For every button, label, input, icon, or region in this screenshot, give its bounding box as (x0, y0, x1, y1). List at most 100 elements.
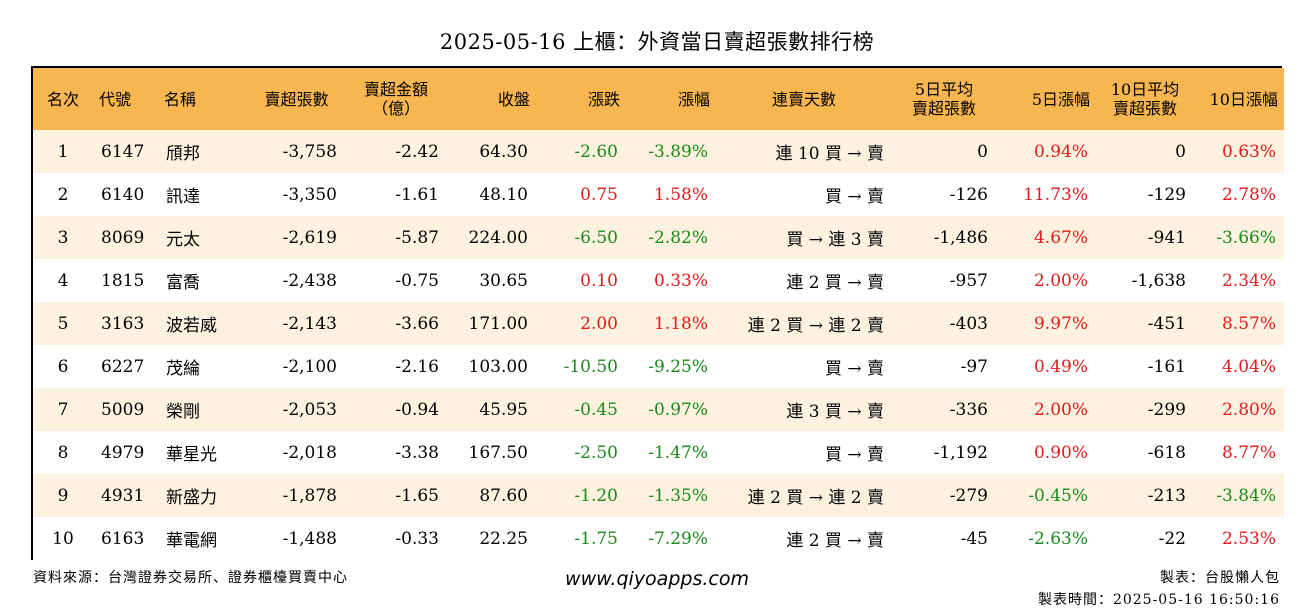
cell-code: 8069 (101, 227, 145, 248)
cell-5d-change: -2.63% (1028, 528, 1088, 549)
cell-10d-avg-sell: -129 (1147, 184, 1186, 205)
cell-code: 6147 (101, 141, 145, 162)
cell-close: 167.50 (468, 442, 528, 463)
cell-rank: 8 (57, 442, 69, 463)
header-col-net-sell-lots: 賣超張數 (264, 89, 329, 109)
cell-name: 華星光 (166, 445, 217, 465)
cell-change: -1.75 (574, 528, 618, 549)
cell-close: 64.30 (479, 141, 528, 162)
cell-net-sell-lots: -2,100 (282, 356, 337, 377)
cell-10d-avg-sell: -213 (1147, 485, 1186, 506)
cell-change: 2.00 (580, 313, 618, 334)
cell-code: 1815 (101, 270, 145, 291)
cell-10d-change: -3.84% (1216, 485, 1276, 506)
cell-change: -0.45 (574, 399, 618, 420)
cell-sell-streak: 買 → 賣 (824, 187, 884, 207)
cell-net-sell-lots: -3,350 (282, 184, 337, 205)
cell-5d-change: -0.45% (1028, 485, 1088, 506)
cell-net-sell-lots: -2,619 (282, 227, 337, 248)
cell-10d-avg-sell: 0 (1175, 141, 1186, 162)
cell-10d-change: -3.66% (1216, 227, 1276, 248)
cell-sell-streak: 買 → 賣 (824, 359, 884, 379)
header-col-sell-streak: 連賣天數 (771, 89, 836, 109)
cell-change: 0.75 (580, 184, 618, 205)
cell-change: 0.10 (580, 270, 618, 291)
table-row: 3 8069 元太 -2,619 -5.87 224.00 -6.50 -2.82% 買 → 連… (33, 216, 1284, 259)
cell-change-pct: -0.97% (648, 399, 708, 420)
header-col-5d-avg-sell: 5日平均 賣超張數 (911, 80, 976, 118)
cell-10d-change: 2.80% (1221, 399, 1276, 420)
cell-net-sell-amount: -0.33 (395, 528, 439, 549)
cell-change-pct: 0.33% (653, 270, 708, 291)
cell-close: 171.00 (468, 313, 528, 334)
cell-10d-change: 0.63% (1221, 141, 1276, 162)
header-col-change: 漲跌 (587, 89, 620, 109)
cell-net-sell-amount: -0.75 (395, 270, 439, 291)
header-col-10d-avg-sell: 10日平均 賣超張數 (1110, 80, 1180, 118)
header-col-rank: 名次 (46, 89, 79, 109)
cell-net-sell-amount: -2.16 (395, 356, 439, 377)
cell-name: 榮剛 (166, 402, 200, 422)
cell-change: -6.50 (574, 227, 618, 248)
cell-code: 3163 (101, 313, 145, 334)
cell-sell-streak: 連 2 買 → 連 2 賣 (747, 488, 884, 508)
cell-10d-avg-sell: -618 (1147, 442, 1186, 463)
cell-name: 元太 (166, 230, 200, 250)
cell-5d-change: 0.90% (1033, 442, 1088, 463)
cell-change: -2.60 (574, 141, 618, 162)
cell-name: 華電網 (166, 531, 217, 551)
cell-rank: 5 (57, 313, 69, 334)
table-row: 1 6147 頎邦 -3,758 -2.42 64.30 -2.60 -3.89% 連 10 買… (33, 130, 1284, 173)
cell-10d-change: 2.78% (1221, 184, 1276, 205)
cell-rank: 9 (57, 485, 69, 506)
cell-change-pct: -9.25% (648, 356, 708, 377)
cell-5d-change: 0.94% (1033, 141, 1088, 162)
cell-10d-avg-sell: -941 (1147, 227, 1186, 248)
header-col-net-sell-amount: 賣超金額 （億） (363, 80, 428, 118)
cell-sell-streak: 連 2 買 → 賣 (786, 531, 884, 551)
cell-code: 6163 (101, 528, 145, 549)
cell-5d-avg-sell: -1,192 (933, 442, 988, 463)
ranking-table-container: 名次 代號 名稱 賣超張數 賣超金額 （億） 收盤 漲跌 漲幅 連賣天數 5日平均 賣超張數 5日漲… (31, 66, 1284, 560)
cell-change-pct: -2.82% (648, 227, 708, 248)
cell-10d-avg-sell: -299 (1147, 399, 1186, 420)
cell-rank: 4 (57, 270, 69, 291)
header-col-10d-change: 10日漲幅 (1209, 89, 1278, 109)
cell-5d-avg-sell: -1,486 (933, 227, 988, 248)
table-row: 4 1815 富喬 -2,438 -0.75 30.65 0.10 0.33% 連 2 買 → … (33, 259, 1284, 302)
cell-name: 頎邦 (166, 144, 200, 164)
cell-10d-avg-sell: -1,638 (1131, 270, 1186, 291)
cell-code: 4979 (101, 442, 145, 463)
cell-10d-avg-sell: -451 (1147, 313, 1186, 334)
cell-sell-streak: 連 2 買 → 連 2 賣 (747, 316, 884, 336)
cell-10d-change: 8.57% (1221, 313, 1276, 334)
cell-change: -10.50 (563, 356, 618, 377)
cell-5d-avg-sell: -97 (960, 356, 988, 377)
cell-10d-change: 2.53% (1221, 528, 1276, 549)
website-link[interactable]: www.qiyoapps.com (565, 568, 749, 590)
header-col-change-pct: 漲幅 (677, 89, 710, 109)
cell-10d-avg-sell: -22 (1158, 528, 1186, 549)
data-source: 資料來源：台灣證券交易所、證券櫃檯買賣中心 (33, 570, 348, 586)
cell-close: 22.25 (479, 528, 528, 549)
cell-change: -2.50 (574, 442, 618, 463)
header-col-name: 名稱 (164, 89, 197, 109)
cell-5d-change: 2.00% (1033, 270, 1088, 291)
cell-10d-change: 8.77% (1221, 442, 1276, 463)
header-col-code: 代號 (99, 89, 132, 109)
cell-code: 4931 (101, 485, 145, 506)
cell-net-sell-lots: -1,878 (282, 485, 337, 506)
header-col-5d-change: 5日漲幅 (1031, 89, 1090, 109)
cell-change-pct: 1.58% (653, 184, 708, 205)
cell-rank: 7 (57, 399, 69, 420)
cell-10d-change: 2.34% (1221, 270, 1276, 291)
cell-net-sell-lots: -2,053 (282, 399, 337, 420)
cell-rank: 6 (57, 356, 69, 377)
header-col-close: 收盤 (497, 89, 530, 109)
cell-close: 224.00 (468, 227, 528, 248)
cell-rank: 1 (57, 141, 69, 162)
cell-name: 茂綸 (166, 359, 200, 379)
cell-sell-streak: 連 2 買 → 賣 (786, 273, 884, 293)
table-made-time: 製表時間：2025-05-16 16:50:16 (1037, 592, 1280, 608)
cell-net-sell-amount: -0.94 (395, 399, 439, 420)
